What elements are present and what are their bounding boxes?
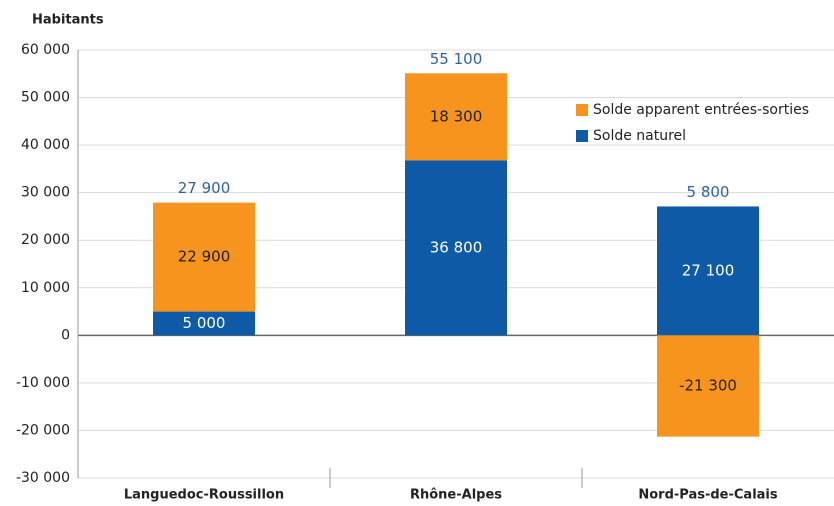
total-label: 5 800 (687, 183, 730, 201)
y-tick-label: -20 000 (16, 422, 70, 438)
y-tick-label: 0 (61, 327, 70, 343)
legend-label: Solde naturel (593, 128, 686, 144)
data-label: 22 900 (178, 248, 231, 266)
y-tick-label: 40 000 (21, 137, 70, 153)
data-label: 18 300 (430, 107, 483, 125)
total-label: 27 900 (178, 179, 231, 197)
y-tick-label: 10 000 (21, 280, 70, 296)
legend-swatch (576, 104, 588, 116)
data-label: 5 000 (183, 314, 226, 332)
bar-segment (153, 311, 255, 336)
legend-label: Solde apparent entrées-sorties (593, 102, 809, 118)
legend-swatch (576, 130, 588, 142)
bar-segment (405, 73, 507, 161)
bar-segment (657, 335, 759, 437)
x-tick-label: Nord-Pas-de-Calais (638, 488, 778, 503)
total-label: 55 100 (430, 50, 483, 68)
y-tick-label: -30 000 (16, 470, 70, 486)
y-axis-label: Habitants (32, 13, 104, 28)
y-tick-label: 60 000 (21, 42, 70, 58)
y-tick-label: 20 000 (21, 232, 70, 248)
data-label: 36 800 (430, 238, 483, 256)
y-tick-label: 50 000 (21, 90, 70, 106)
bar-segment (405, 160, 507, 336)
x-tick-label: Rhône-Alpes (410, 488, 502, 503)
bar-segment (657, 206, 759, 336)
bar-segment (153, 202, 255, 312)
y-tick-label: 30 000 (21, 185, 70, 201)
y-tick-label: -10 000 (16, 375, 70, 391)
data-label: -21 300 (679, 376, 737, 394)
data-label: 27 100 (682, 261, 735, 279)
x-tick-label: Languedoc-Roussillon (124, 488, 284, 503)
